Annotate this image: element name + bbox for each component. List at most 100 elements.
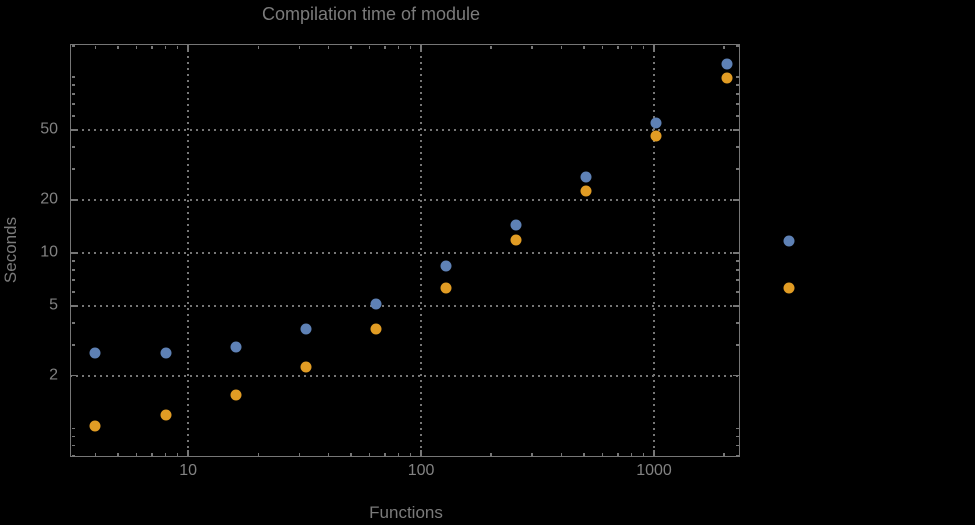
- x-tick: [630, 452, 633, 456]
- x-tick-label: 1000: [636, 462, 672, 479]
- y-tick: [735, 45, 739, 47]
- data-point-series-2-orange: [650, 130, 662, 142]
- data-point-series-1-blue: [580, 171, 592, 183]
- y-gridline: [70, 304, 740, 307]
- x-tick: [531, 45, 533, 49]
- y-tick: [71, 84, 75, 86]
- y-tick: [71, 103, 75, 105]
- y-tick: [71, 427, 75, 430]
- x-tick: [601, 452, 604, 456]
- y-tick: [735, 93, 739, 95]
- x-tick: [723, 452, 725, 456]
- data-point-series-1-blue: [160, 347, 172, 359]
- x-tick: [384, 452, 386, 456]
- y-gridline: [70, 198, 740, 201]
- y-tick-label: 10: [40, 243, 58, 261]
- y-tick: [71, 168, 75, 170]
- x-tick: [653, 45, 655, 52]
- y-tick-label: 2: [49, 366, 58, 384]
- y-tick: [732, 305, 739, 307]
- y-tick: [735, 76, 739, 78]
- x-tick: [368, 45, 371, 49]
- y-tick: [735, 455, 739, 457]
- y-tick: [735, 279, 739, 281]
- x-tick: [257, 452, 260, 456]
- y-tick: [735, 344, 739, 346]
- y-tick: [71, 45, 75, 47]
- x-tick: [117, 452, 119, 456]
- x-tick: [164, 452, 167, 456]
- y-tick: [71, 269, 75, 271]
- y-tick: [71, 291, 75, 293]
- y-tick: [735, 427, 739, 430]
- y-tick-label: 20: [40, 190, 58, 208]
- x-tick: [490, 45, 492, 49]
- x-tick: [298, 45, 301, 49]
- data-point-series-2-orange: [510, 234, 522, 246]
- y-tick: [71, 455, 75, 457]
- x-tick: [135, 45, 138, 49]
- data-point-series-1-blue: [230, 341, 242, 353]
- y-tick: [735, 291, 739, 293]
- legend-marker-series-2-orange: [783, 282, 795, 294]
- y-tick: [71, 115, 75, 117]
- data-point-series-2-orange: [580, 185, 592, 197]
- x-tick: [617, 452, 619, 456]
- y-gridline: [70, 251, 740, 254]
- x-tick: [601, 45, 604, 49]
- y-tick: [735, 84, 739, 86]
- x-tick: [420, 449, 422, 456]
- x-tick: [397, 452, 400, 456]
- data-point-series-2-orange: [160, 409, 172, 421]
- data-point-series-2-orange: [300, 361, 312, 373]
- y-tick: [71, 344, 75, 346]
- x-tick: [187, 45, 189, 52]
- x-tick: [409, 45, 412, 49]
- x-tick: [531, 452, 533, 456]
- x-tick: [298, 452, 301, 456]
- y-tick: [71, 279, 75, 281]
- x-tick: [384, 45, 386, 49]
- x-tick: [630, 45, 633, 49]
- data-point-series-1-blue: [650, 117, 662, 129]
- y-tick: [71, 199, 78, 201]
- x-tick: [560, 452, 563, 456]
- x-tick-label: 10: [179, 462, 198, 479]
- x-tick: [653, 449, 655, 456]
- x-tick-label: 100: [407, 462, 435, 479]
- y-tick: [71, 435, 75, 438]
- x-tick: [350, 452, 352, 456]
- y-tick: [71, 129, 78, 131]
- x-tick: [151, 45, 153, 49]
- x-tick: [560, 45, 563, 49]
- y-gridline: [70, 374, 740, 377]
- x-tick: [642, 45, 645, 49]
- y-tick: [71, 260, 75, 262]
- y-tick: [71, 252, 78, 254]
- data-point-series-1-blue: [510, 219, 522, 231]
- y-tick: [735, 269, 739, 271]
- x-tick: [187, 449, 189, 456]
- y-tick-label: 50: [40, 120, 58, 138]
- x-axis-label: Functions: [369, 503, 443, 522]
- y-tick: [71, 322, 75, 324]
- y-tick: [735, 322, 739, 324]
- x-tick: [327, 45, 330, 49]
- x-gridline: [420, 44, 423, 457]
- y-tick: [735, 103, 739, 105]
- y-tick: [735, 146, 739, 148]
- y-tick: [71, 76, 75, 78]
- plot-frame: [70, 44, 740, 457]
- y-tick: [735, 435, 739, 438]
- x-gridline: [653, 44, 655, 457]
- data-point-series-2-orange: [721, 72, 733, 84]
- x-tick: [723, 45, 725, 49]
- x-tick: [617, 45, 619, 49]
- data-point-series-1-blue: [89, 347, 101, 359]
- chart-title: Compilation time of module: [261, 4, 481, 24]
- x-tick: [420, 45, 422, 52]
- x-tick: [94, 45, 97, 49]
- data-point-series-2-orange: [230, 389, 242, 401]
- x-tick: [368, 452, 371, 456]
